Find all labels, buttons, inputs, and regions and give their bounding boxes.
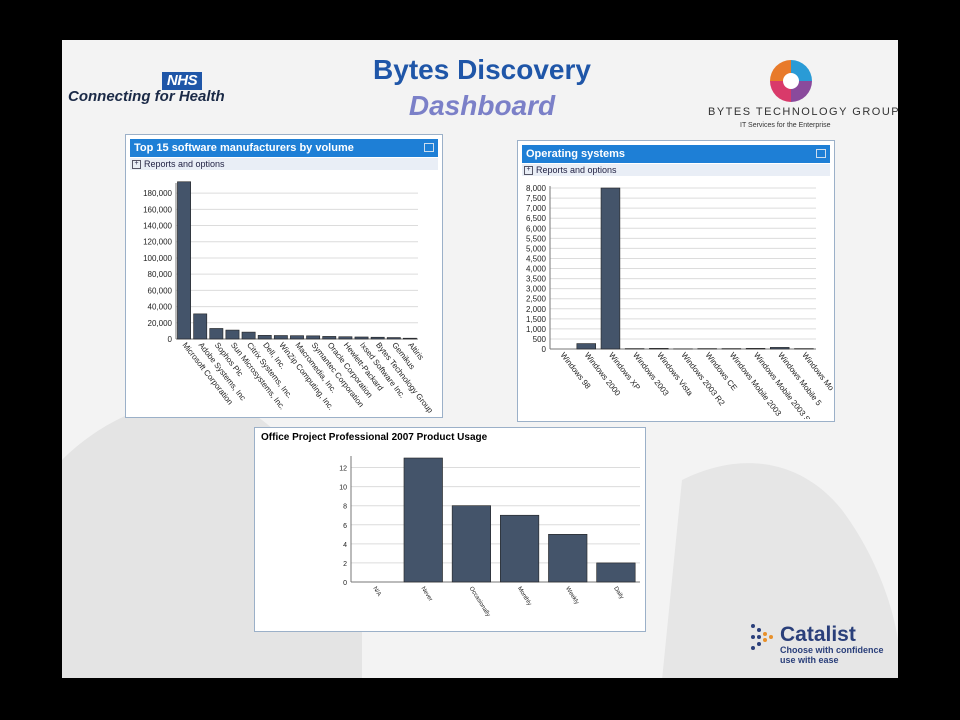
bar xyxy=(649,348,669,350)
btg-company-name: BYTES TECHNOLOGY GROUP xyxy=(708,106,898,118)
x-tick-label: Never xyxy=(420,586,434,603)
expand-plus-icon[interactable]: + xyxy=(132,160,141,170)
bar xyxy=(451,505,491,583)
panel-os-title: Operating systems xyxy=(526,148,626,160)
y-tick-label: 20,000 xyxy=(148,319,173,328)
bar xyxy=(290,335,304,340)
reports-options-label: Reports and options xyxy=(144,159,225,169)
panel-project-usage: Office Project Professional 2007 Product… xyxy=(254,427,646,632)
nhs-tagline: Connecting for Health xyxy=(68,88,225,105)
y-tick-label: 0 xyxy=(343,580,347,587)
panel-manufacturers: Top 15 software manufacturers by volume … xyxy=(125,134,443,418)
bar xyxy=(306,335,321,340)
catalist-name: Catalist xyxy=(780,623,856,646)
y-tick-label: 12 xyxy=(339,466,347,473)
bar xyxy=(322,336,337,340)
collapse-icon[interactable] xyxy=(816,149,826,158)
y-tick-label: 7,000 xyxy=(526,204,547,213)
y-tick-label: 3,000 xyxy=(526,285,547,294)
y-tick-label: 180,000 xyxy=(143,189,172,198)
catalist-tagline-line1: Choose with confidence xyxy=(780,645,884,655)
x-tick-label: Occasionally xyxy=(468,586,491,618)
bar xyxy=(596,562,636,583)
catalist-tagline-line2: use with ease xyxy=(780,655,839,665)
y-tick-label: 4,000 xyxy=(526,265,547,274)
bar xyxy=(209,328,224,340)
nhs-logo: NHS xyxy=(162,72,202,90)
collapse-icon[interactable] xyxy=(424,143,434,152)
y-tick-label: 4 xyxy=(343,542,347,549)
x-tick-label: Weekly xyxy=(564,586,579,606)
catalist-logo-icon xyxy=(751,624,773,650)
y-tick-label: 0 xyxy=(542,345,547,354)
y-tick-label: 1,500 xyxy=(526,315,547,324)
y-tick-label: 8 xyxy=(343,504,347,511)
page-subtitle: Dashboard xyxy=(408,90,556,121)
y-tick-label: 40,000 xyxy=(148,303,173,312)
bar xyxy=(386,337,401,340)
y-tick-label: 8,000 xyxy=(526,184,547,193)
bar xyxy=(500,514,540,583)
panel-manufacturers-title: Top 15 software manufacturers by volume xyxy=(134,142,354,154)
bar xyxy=(370,336,385,340)
bar xyxy=(354,336,369,340)
y-tick-label: 2,000 xyxy=(526,305,547,314)
chart-project-usage: 0 2 4 6 8 10 12 N/A Never Occasionally Monthly Week… xyxy=(339,456,640,618)
x-tick-label: N/A xyxy=(371,586,381,598)
y-tick-label: 500 xyxy=(533,335,547,344)
y-tick-label: 6,000 xyxy=(526,224,547,233)
bar xyxy=(403,457,443,583)
reports-options-label: Reports and options xyxy=(536,165,617,175)
bar xyxy=(177,181,191,340)
panel-manufacturers-header: Top 15 software manufacturers by volume xyxy=(130,139,438,157)
y-tick-label: 140,000 xyxy=(143,222,172,231)
y-tick-label: 100,000 xyxy=(143,254,172,263)
reports-options-toggle[interactable]: + Reports and options xyxy=(130,158,438,170)
bar xyxy=(745,348,766,350)
y-tick-label: 5,500 xyxy=(526,234,547,243)
bar xyxy=(576,343,597,350)
reports-options-toggle[interactable]: + Reports and options xyxy=(522,164,830,176)
y-tick-label: 0 xyxy=(168,335,173,344)
y-tick-label: 3,500 xyxy=(526,275,547,284)
y-tick-label: 80,000 xyxy=(148,270,173,279)
y-tick-label: 2 xyxy=(343,561,347,568)
x-tick-label: Windows 2003 R2 xyxy=(679,351,726,408)
bar xyxy=(225,329,240,340)
catalist-tagline: Choose with confidence use with ease xyxy=(780,645,884,665)
y-tick-label: 10 xyxy=(339,485,347,492)
y-tick-label: 160,000 xyxy=(143,205,172,214)
y-tick-label: 6,500 xyxy=(526,214,547,223)
panel-operating-systems: Operating systems + Reports and options 0… xyxy=(517,140,835,422)
bar xyxy=(548,534,588,583)
bar xyxy=(273,335,288,340)
bar xyxy=(600,187,621,350)
bar xyxy=(193,313,208,340)
x-tick-label: Daily xyxy=(612,586,624,600)
page-title: Bytes Discovery xyxy=(373,54,591,85)
panel-project-title: Office Project Professional 2007 Product… xyxy=(261,432,488,443)
y-tick-label: 4,500 xyxy=(526,254,547,263)
bar xyxy=(403,337,417,340)
chart-manufacturers: 0 20,000 40,000 60,000 80,000 100,000 120,000 1… xyxy=(143,181,435,415)
bytes-logo-icon xyxy=(770,60,812,102)
expand-plus-icon[interactable]: + xyxy=(524,166,533,176)
y-tick-label: 60,000 xyxy=(148,286,173,295)
x-tick-label: Monthly xyxy=(516,586,532,607)
x-tick-label: Windows Mobile 5 xyxy=(776,351,823,408)
y-tick-label: 2,500 xyxy=(526,295,547,304)
y-tick-label: 5,000 xyxy=(526,244,547,253)
y-tick-label: 6 xyxy=(343,523,347,530)
panel-os-header: Operating systems xyxy=(522,145,830,163)
bar xyxy=(241,331,256,340)
y-tick-label: 7,500 xyxy=(526,194,547,203)
slide: NHS Connecting for Health Bytes Discover… xyxy=(62,40,898,678)
y-tick-label: 120,000 xyxy=(143,238,172,247)
btg-tagline: IT Services for the Enterprise xyxy=(740,122,831,129)
bar xyxy=(338,336,353,340)
bar xyxy=(257,335,272,340)
bar xyxy=(769,347,790,350)
y-tick-label: 1,000 xyxy=(526,325,547,334)
